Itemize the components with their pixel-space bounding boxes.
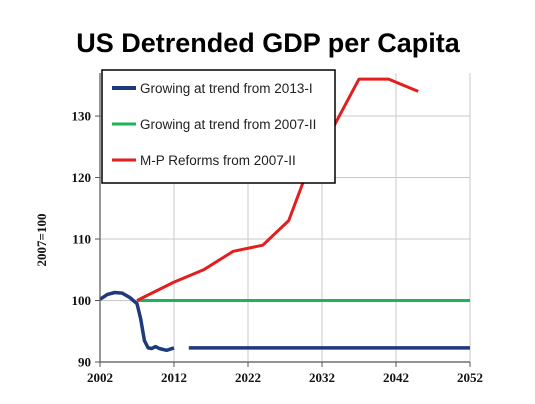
legend-label-0: Growing at trend from 2013-I (140, 81, 313, 96)
legend-label-2: M-P Reforms from 2007-II (140, 153, 296, 168)
axes (95, 73, 471, 367)
legend: Growing at trend from 2013-I Growing at t… (101, 69, 336, 184)
y-tick-label-100: 100 (72, 293, 92, 308)
x-tick-label-2012: 2012 (161, 370, 187, 385)
x-tick-label-2032: 2032 (309, 370, 335, 385)
chart-title: US Detrended GDP per Capita (76, 28, 461, 58)
legend-label-1: Growing at trend from 2007-II (140, 117, 316, 132)
x-tick-label-2052: 2052 (457, 370, 483, 385)
y-tick-label-110: 110 (72, 232, 91, 247)
x-tick-label-2022: 2022 (235, 370, 261, 385)
y-tick-label-120: 120 (72, 170, 92, 185)
tick-labels: 2002 2012 2022 2032 2042 2052 90 100 110 120 130 (72, 109, 484, 385)
legend-box (101, 69, 336, 184)
series-layer (99, 77, 470, 353)
x-tick-label-2002: 2002 (87, 370, 113, 385)
y-tick-label-90: 90 (78, 355, 91, 370)
series-line-0-segment-0 (99, 290, 175, 353)
y-tick-label-130: 130 (72, 109, 92, 124)
x-tick-label-2042: 2042 (383, 370, 409, 385)
y-axis-label: 2007=100 (34, 214, 49, 267)
series-line-2-segment-0 (136, 77, 419, 302)
